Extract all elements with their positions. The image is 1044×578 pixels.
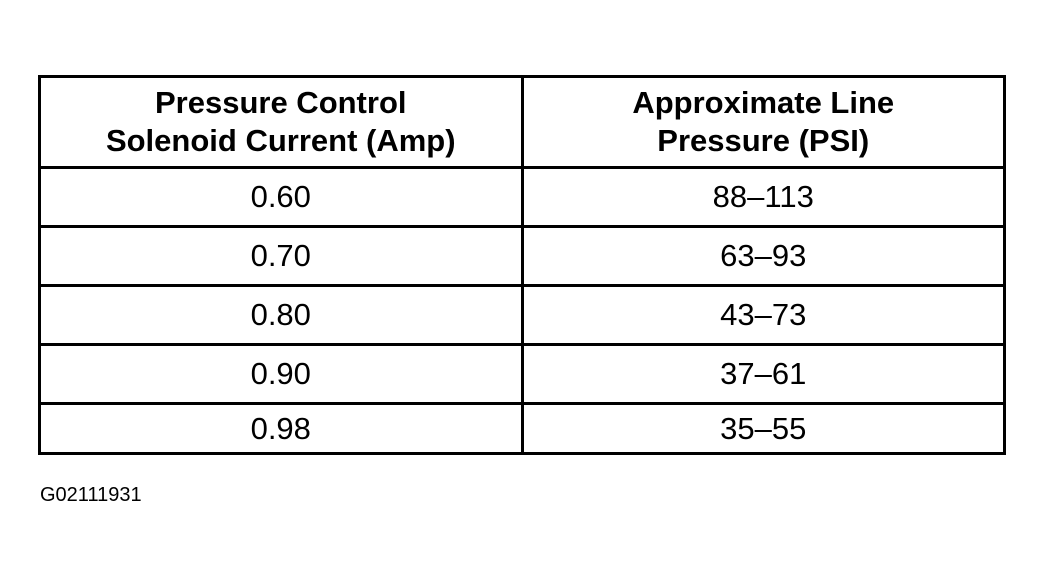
header-cell: Approximate Line Pressure (PSI) (520, 75, 1006, 169)
table-cell: 43–73 (520, 284, 1006, 346)
header-cell: Pressure Control Solenoid Current (Amp) (38, 75, 524, 169)
table-row: 0.98 35–55 (38, 402, 1006, 455)
header-row: Pressure Control Solenoid Current (Amp) Ap… (38, 75, 1006, 169)
header-line: Pressure (PSI) (657, 123, 870, 158)
table-cell: 63–93 (520, 225, 1006, 287)
table-cell: 0.80 (38, 284, 524, 346)
table-cell: 0.70 (38, 225, 524, 287)
figure-id: G02111931 (40, 484, 142, 506)
table-row: 0.60 88–113 (38, 166, 1006, 228)
table-cell: 88–113 (520, 166, 1006, 228)
table-body: 0.60 88–113 0.70 63–93 0.80 43–73 0.90 37–61 0.9… (38, 166, 1006, 455)
table-row: 0.80 43–73 (38, 284, 1006, 346)
header-line: Approximate Line (632, 85, 895, 120)
table-cell: 37–61 (520, 343, 1006, 405)
table-cell: 0.60 (38, 166, 524, 228)
table-row: 0.90 37–61 (38, 343, 1006, 405)
pressure-table: Pressure Control Solenoid Current (Amp) Ap… (38, 75, 1006, 455)
table-cell: 0.90 (38, 343, 524, 405)
table-cell: 35–55 (520, 402, 1006, 455)
header-line: Solenoid Current (Amp) (105, 123, 456, 158)
table-row: 0.70 63–93 (38, 225, 1006, 287)
table-cell: 0.98 (38, 402, 524, 455)
header-line: Pressure Control (154, 85, 407, 120)
